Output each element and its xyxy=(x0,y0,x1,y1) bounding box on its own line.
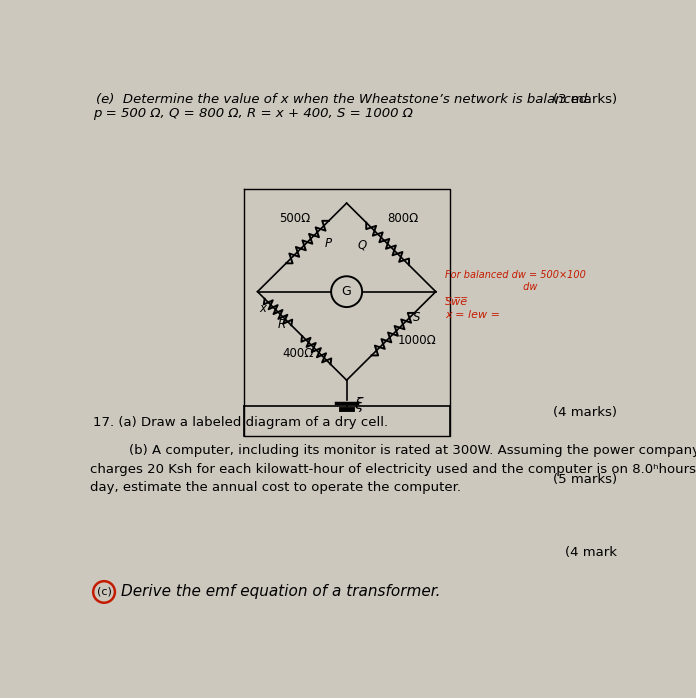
Text: (3 marks): (3 marks) xyxy=(553,93,617,106)
Text: R: R xyxy=(278,318,285,331)
Text: 17. (a) Draw a labeled diagram of a dry cell.: 17. (a) Draw a labeled diagram of a dry … xyxy=(93,417,388,429)
Text: charges 20 Ksh for each kilowatt-hour of electricity used and the computer is on: charges 20 Ksh for each kilowatt-hour of… xyxy=(90,463,696,475)
Text: (b) A computer, including its monitor is rated at 300W. Assuming the power compa: (b) A computer, including its monitor is… xyxy=(112,444,696,457)
Text: G: G xyxy=(342,285,351,298)
Text: P: P xyxy=(325,237,332,250)
Text: S: S xyxy=(413,311,420,324)
Text: ξ: ξ xyxy=(354,397,363,413)
Text: p = 500 Ω, Q = 800 Ω, R = x + 400, S = 1000 Ω: p = 500 Ω, Q = 800 Ω, R = x + 400, S = 1… xyxy=(93,107,413,120)
Circle shape xyxy=(331,276,362,307)
Text: (e)  Determine the value of x when the Wheatstone’s network is balanced.: (e) Determine the value of x when the Wh… xyxy=(96,93,592,106)
Text: (4 mark: (4 mark xyxy=(565,546,617,559)
Text: (5 marks): (5 marks) xyxy=(553,473,617,487)
Text: Derive the emf equation of a transformer.: Derive the emf equation of a transformer… xyxy=(121,584,441,600)
Text: 500Ω: 500Ω xyxy=(280,211,311,225)
Text: 400Ω: 400Ω xyxy=(283,348,314,360)
Text: x = lew =: x = lew = xyxy=(445,310,500,320)
Text: 1000Ω: 1000Ω xyxy=(397,334,436,347)
Text: For balanced dw = 500×100: For balanced dw = 500×100 xyxy=(445,270,586,280)
Text: 800Ω: 800Ω xyxy=(387,211,418,225)
Text: x: x xyxy=(259,302,267,315)
Text: dw: dw xyxy=(445,282,537,292)
Text: S̅w̅e̅: S̅w̅e̅ xyxy=(445,297,468,306)
Text: Q: Q xyxy=(358,239,367,252)
Text: day, estimate the annual cost to operate the computer.: day, estimate the annual cost to operate… xyxy=(90,481,461,494)
Text: (4 marks): (4 marks) xyxy=(553,406,617,419)
Text: (c): (c) xyxy=(97,587,111,597)
